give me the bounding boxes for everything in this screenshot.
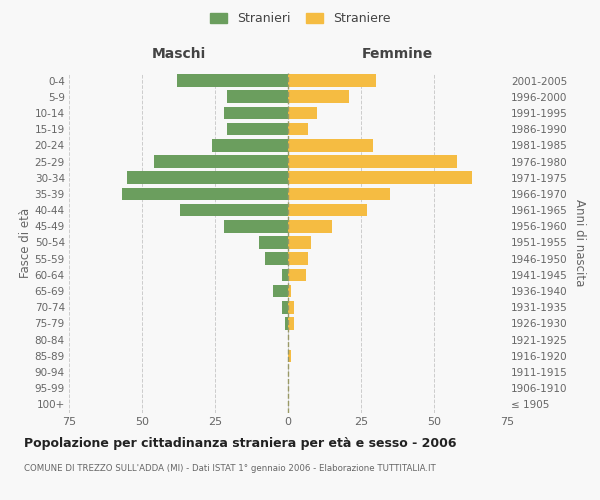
Bar	[288, 301, 294, 314]
Legend: Stranieri, Straniere: Stranieri, Straniere	[206, 8, 394, 29]
Bar	[265, 252, 288, 265]
Bar	[122, 188, 288, 200]
Bar	[288, 106, 317, 120]
Bar	[288, 236, 311, 249]
Bar	[154, 155, 288, 168]
Bar	[288, 204, 367, 216]
Bar	[224, 220, 288, 232]
Bar	[177, 74, 288, 87]
Bar	[288, 123, 308, 136]
Bar	[282, 268, 288, 281]
Bar	[227, 123, 288, 136]
Bar	[288, 317, 294, 330]
Bar	[288, 74, 376, 87]
Bar	[224, 106, 288, 120]
Y-axis label: Fasce di età: Fasce di età	[19, 208, 32, 278]
Bar	[288, 252, 308, 265]
Y-axis label: Anni di nascita: Anni di nascita	[574, 199, 586, 286]
Bar	[288, 285, 291, 298]
Bar	[288, 220, 332, 232]
Bar	[212, 139, 288, 151]
Bar	[288, 139, 373, 151]
Bar	[288, 155, 457, 168]
Bar	[285, 317, 288, 330]
Bar	[274, 285, 288, 298]
Text: Popolazione per cittadinanza straniera per età e sesso - 2006: Popolazione per cittadinanza straniera p…	[24, 438, 457, 450]
Text: Femmine: Femmine	[362, 46, 433, 60]
Bar	[282, 301, 288, 314]
Bar	[288, 188, 390, 200]
Bar	[180, 204, 288, 216]
Bar	[227, 90, 288, 103]
Text: Maschi: Maschi	[151, 46, 206, 60]
Bar	[288, 90, 349, 103]
Bar	[288, 172, 472, 184]
Bar	[259, 236, 288, 249]
Bar	[288, 268, 305, 281]
Text: COMUNE DI TREZZO SULL'ADDA (MI) - Dati ISTAT 1° gennaio 2006 - Elaborazione TUTT: COMUNE DI TREZZO SULL'ADDA (MI) - Dati I…	[24, 464, 436, 473]
Bar	[127, 172, 288, 184]
Bar	[288, 350, 291, 362]
